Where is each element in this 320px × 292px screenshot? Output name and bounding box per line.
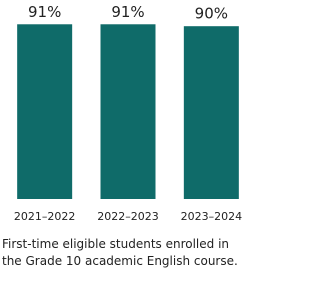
value-label: 90% [195, 5, 228, 23]
page: {"chart_data": {"type": "bar", "categori… [2, 2, 243, 268]
chart-caption: First-time eligible students enrolled in… [2, 237, 238, 268]
x-tick-label: 2023–2024 [181, 210, 243, 223]
bar [100, 24, 156, 200]
x-tick-label: 2022–2023 [97, 210, 159, 223]
bar [183, 26, 239, 200]
value-label: 91% [111, 3, 144, 21]
x-tick-label: 2021–2022 [14, 210, 76, 223]
value-label: 91% [28, 3, 61, 21]
bar [17, 24, 73, 200]
chart: 91% 2021–2022 91% 2022–2023 90% 2023–2024 [14, 3, 243, 223]
